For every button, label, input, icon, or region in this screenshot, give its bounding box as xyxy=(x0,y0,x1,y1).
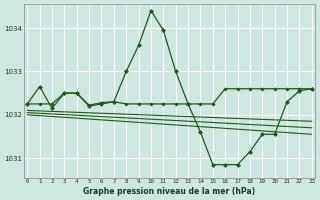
X-axis label: Graphe pression niveau de la mer (hPa): Graphe pression niveau de la mer (hPa) xyxy=(84,187,256,196)
